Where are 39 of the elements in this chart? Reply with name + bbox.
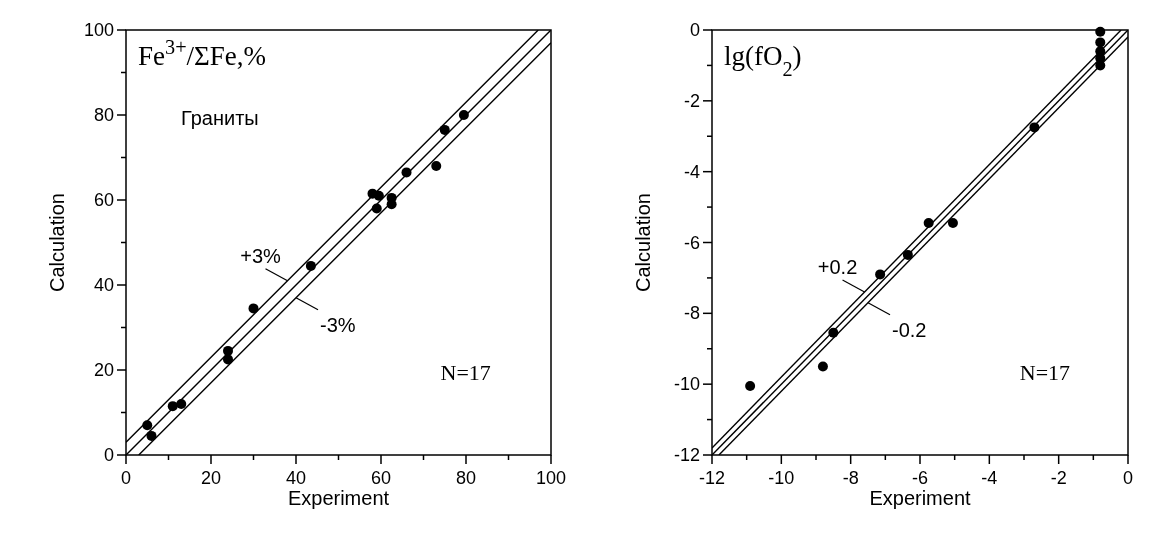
x-tick-label: -10 (768, 468, 795, 488)
y-tick-label: -10 (673, 374, 700, 395)
x-axis-title: Experiment (287, 487, 390, 509)
y-tick-label: 0 (103, 445, 114, 465)
y-tick-label: -4 (683, 161, 700, 182)
annotation: N=17 (1019, 360, 1071, 385)
y-tick-label: -2 (683, 90, 700, 111)
x-tick-label: 60 (370, 468, 392, 488)
y-tick-label: 20 (93, 360, 114, 380)
y-tick-label: 80 (93, 105, 114, 125)
annotation: Граниты (181, 107, 259, 129)
y-tick-label: 0 (689, 20, 700, 40)
x-tick-label: 80 (455, 468, 477, 488)
annotation: +0.2 (817, 256, 858, 279)
x-tick-label: -2 (1050, 468, 1067, 488)
x-tick-label: 20 (200, 468, 222, 488)
x-axis-title: Experiment (869, 487, 972, 509)
x-tick-label: -6 (911, 468, 929, 488)
y-tick-label: 100 (83, 20, 114, 40)
y-tick-label: -12 (673, 445, 700, 465)
y-tick-label: 40 (93, 275, 114, 295)
x-tick-label: 40 (285, 468, 307, 488)
x-tick-label: 100 (535, 468, 567, 488)
y-axis-title: Calculation (46, 193, 68, 292)
y-tick-label: 60 (93, 190, 114, 210)
x-tick-label: -8 (842, 468, 859, 488)
x-tick-label: 0 (120, 468, 132, 488)
chart-title: Fe$^{3+}$/ΣFe,% (138, 36, 267, 71)
y-tick-label: -6 (683, 232, 700, 253)
y-axis-title: Calculation (632, 193, 654, 292)
annotation: -3% (320, 313, 356, 336)
annotation: +3% (240, 244, 282, 267)
text: lg(fO$_{2}$) (724, 41, 802, 80)
x-tick-label: -4 (981, 468, 998, 488)
annotation: -0.2 (892, 318, 927, 341)
x-tick-label: 0 (1122, 468, 1134, 488)
annotation: N=17 (440, 360, 491, 385)
x-tick-label: -12 (698, 468, 726, 488)
y-tick-label: -8 (683, 303, 700, 324)
